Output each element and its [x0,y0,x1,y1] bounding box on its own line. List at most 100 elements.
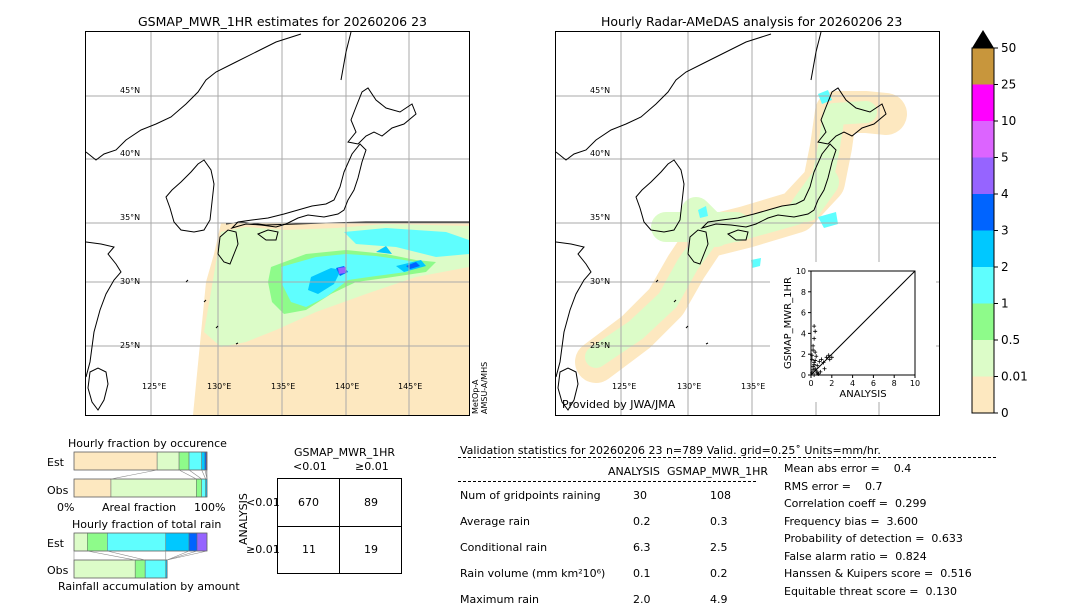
left-map-gsmap: 45°N 40°N 35°N 30°N 25°N 125°E 130°E 135… [85,31,470,416]
score-line: Equitable threat score = 0.130 [784,584,957,598]
bar-segment [134,559,146,579]
stat-analysis-value: 6.3 [633,541,651,554]
stat-analysis-value: 0.1 [633,567,651,580]
colorbar-tick-label: 2 [1001,260,1009,274]
colorbar-segment [972,267,994,304]
colorbar-tick-label: 4 [1001,187,1009,201]
scatter-point [814,354,819,359]
scatter-inset: 0 2 4 6 8 10 0 2 4 6 8 10 ANALYSIS GSMAP_MWR_1HR [770,262,936,402]
x-min-label: 0% [57,501,75,514]
y-tick-label: 6 [801,309,806,318]
lon-label: 125°E [142,382,167,391]
lon-label: 130°E [677,382,702,391]
score-line: Probability of detection = 0.633 [784,532,963,545]
colorbar: 0 0.01 0.5 1 2 3 4 5 10 25 50 [971,30,1028,420]
scatter-point [813,329,818,334]
score-line: Hanssen & Kuipers score = 0.516 [784,567,972,580]
x-tick-label: 0 [808,379,813,388]
connector-line [107,550,146,561]
connector-line [167,550,208,561]
bar-segment [87,532,108,552]
scatter-point [814,368,819,373]
bar-frame [73,559,168,579]
colorbar-tick-label: 0 [1001,406,1009,420]
est-label: Est [47,456,64,469]
lat-label: 30°N [590,277,611,286]
total-rain-xlabel: Rainfall accumulation by amount [58,580,240,593]
obs-label: Obs [47,564,69,577]
stat-gsmap-value: 0.3 [710,515,728,528]
stat-label: Conditional rain [460,541,548,554]
obs-label: Obs [47,484,69,497]
scatter-point [813,366,818,371]
radar-coverage [575,91,907,383]
divider [458,457,996,458]
scatter-point [818,369,823,374]
x-axis-label: ANALYSIS [839,389,886,400]
bar-segment [73,559,136,579]
row-label: ≥0.01 [246,543,280,556]
colorbar-segment [972,157,994,194]
colorbar-extend-arrow [972,30,994,48]
row-label: <0.01 [246,496,280,509]
bar-segment [196,478,202,498]
stat-analysis-value: 30 [633,489,647,502]
colorbar-segment [972,230,994,267]
bar-segment [107,532,167,552]
lat-label: 30°N [120,277,141,286]
lat-label: 35°N [120,213,141,222]
score-line: Frequency bias = 3.600 [784,514,919,528]
scatter-point [829,355,834,360]
scatter-point [813,358,818,363]
score-line: RMS error = 0.7 [784,479,883,493]
bar-segment [73,451,158,471]
stat-gsmap-value: 2.5 [710,541,728,554]
lon-label: 145°E [398,382,423,391]
total-rain-title: Hourly fraction of total rain [72,518,222,531]
right-map-title: Hourly Radar-AMeDAS analysis for 2026020… [601,14,903,29]
table-cell: 670 [298,496,319,509]
lat-label: 45°N [120,86,141,95]
bar-segment [165,532,190,552]
lon-label: 125°E [612,382,637,391]
x-max-label: 100% [194,501,226,514]
occurrence-title: Hourly fraction by occurence [68,437,227,450]
bar-segment [178,451,190,471]
col-label: ≥0.01 [355,460,389,473]
scatter-point [815,370,820,375]
lon-label: 140°E [335,382,360,391]
stat-analysis-value: 0.2 [633,515,651,528]
scatter-point [821,360,826,365]
colorbar-tick-label: 5 [1001,151,1009,165]
table-title: GSMAP_MWR_1HR [294,446,396,459]
colorbar-segment [972,84,994,121]
scatter-point [817,359,822,364]
scatter-point [827,357,832,362]
bar-frame [73,532,208,552]
table-cell: 11 [302,543,316,556]
bar-segment [110,478,197,498]
colorbar-tick-label: 1 [1001,297,1009,311]
scatter-point [813,350,818,355]
left-map-title: GSMAP_MWR_1HR estimates for 20260206 23 [138,14,427,29]
connector-line [201,469,206,480]
x-tick-label: 4 [850,379,855,388]
credit-label: Provided by JWA/JMA [562,398,676,411]
colorbar-segment [972,121,994,158]
scatter-point [824,355,829,360]
scatter-point [811,364,816,369]
lat-label: 25°N [120,341,141,350]
lat-label: 40°N [120,149,141,158]
colorbar-tick-label: 3 [1001,224,1009,238]
x-tick-label: 8 [892,379,897,388]
connector-line [178,469,197,480]
sensor-line-1: MetOp-A [471,379,480,414]
colorbar-tick-label: 50 [1001,41,1016,55]
stat-label: Average rain [460,515,530,528]
connector-line [110,469,158,480]
y-tick-label: 10 [796,267,806,276]
total-rain-bars [73,532,208,579]
rain-area-cyan [281,254,426,307]
table-cell: 19 [364,543,378,556]
divider [458,481,756,482]
